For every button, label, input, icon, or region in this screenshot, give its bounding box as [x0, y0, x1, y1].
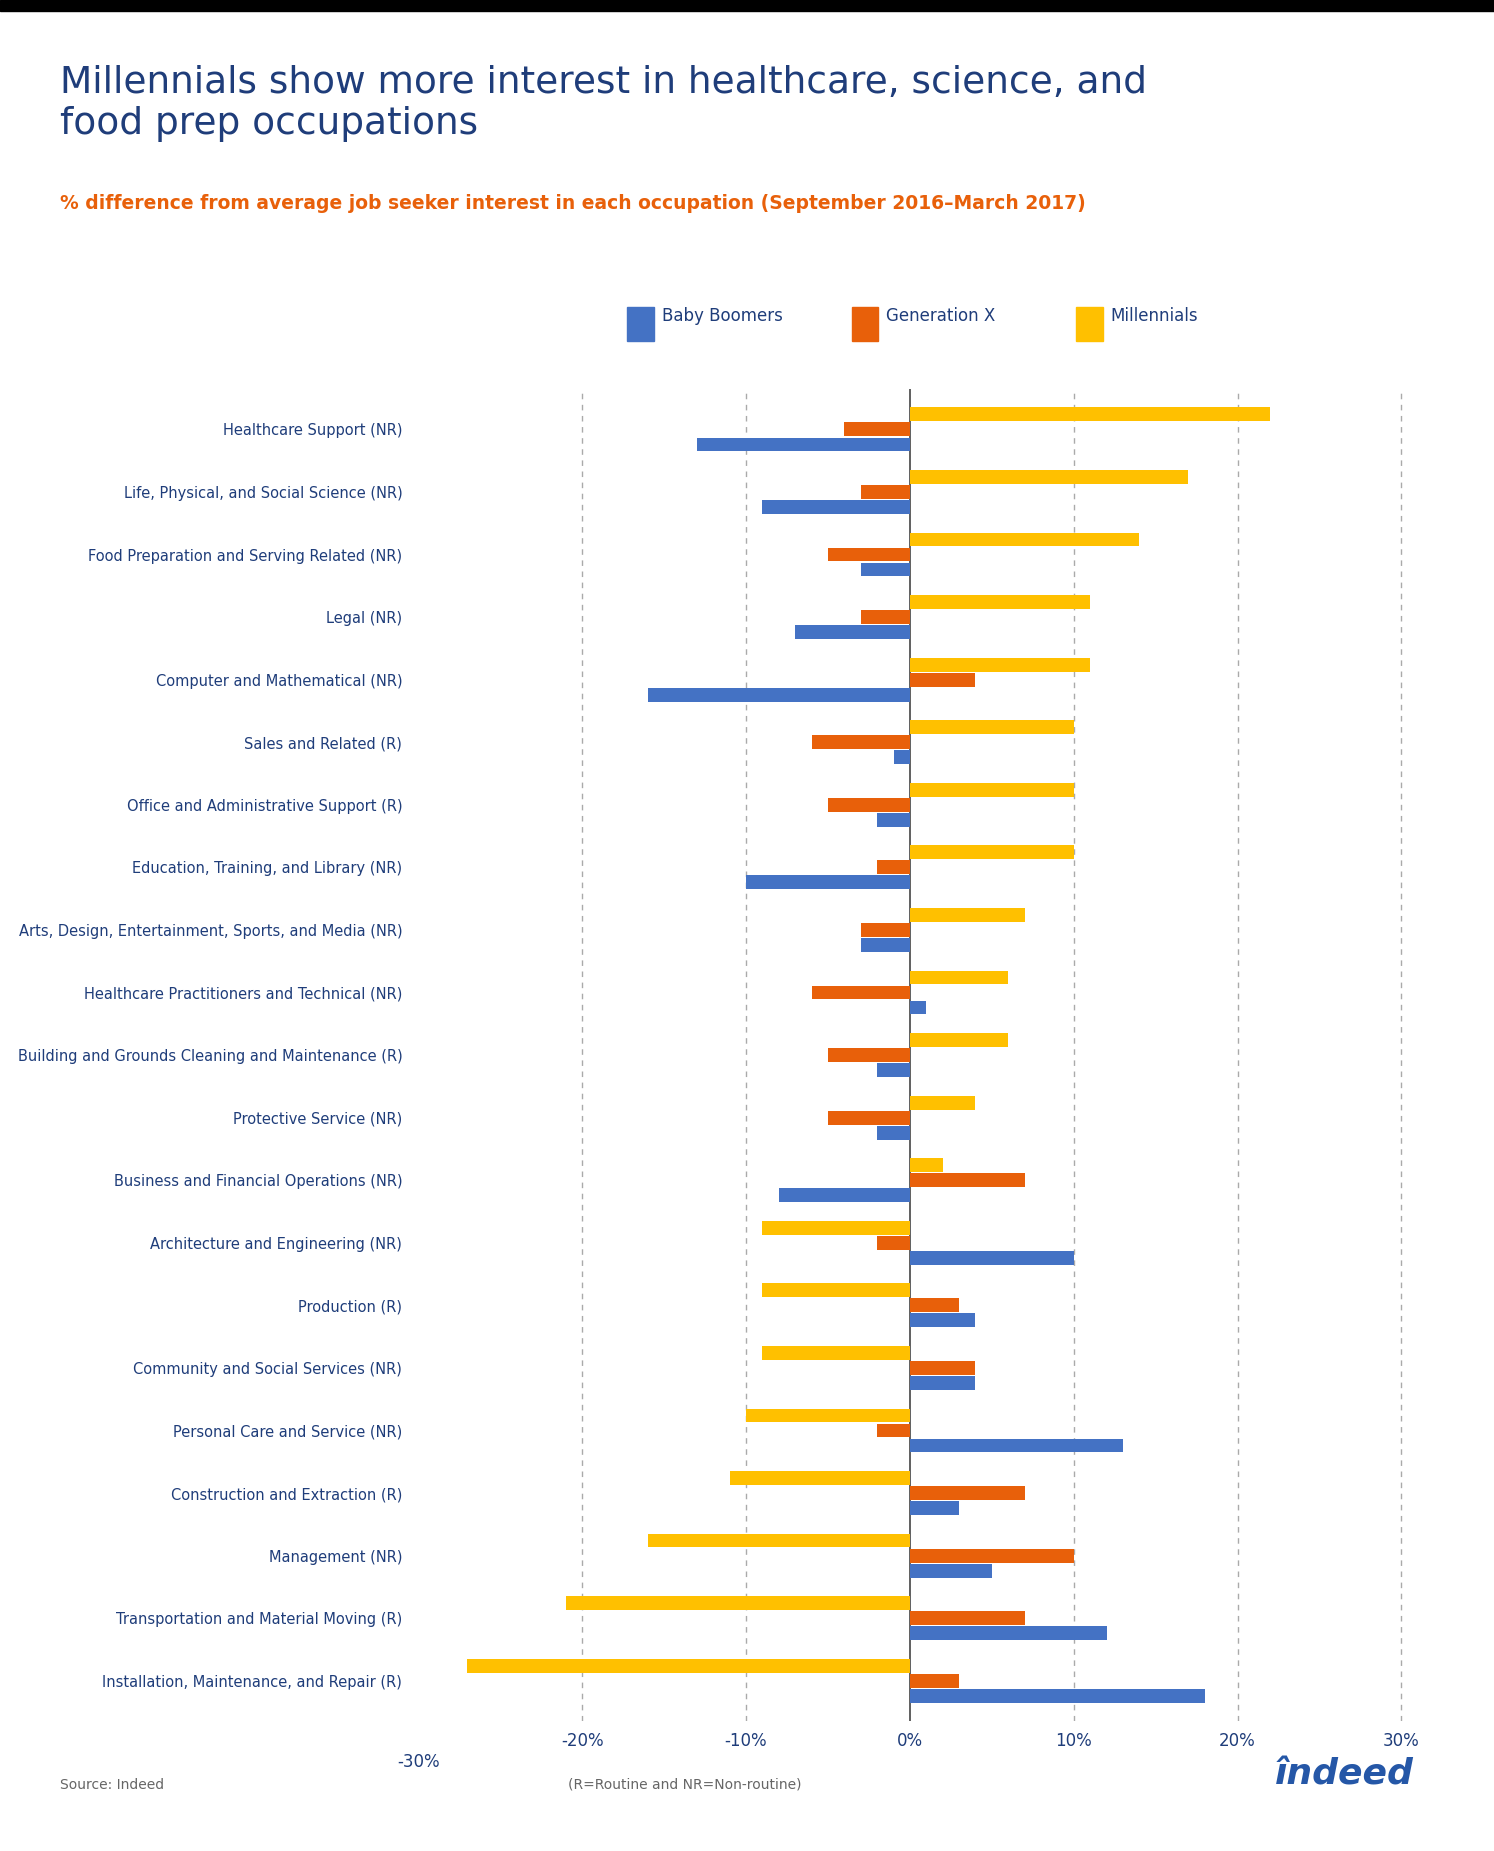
Bar: [861, 611, 910, 624]
Bar: [762, 1346, 910, 1360]
Text: Millennials: Millennials: [1110, 307, 1198, 324]
Bar: [910, 1564, 992, 1577]
Bar: [910, 1673, 959, 1688]
Text: Millennials show more interest in healthcare, science, and
food prep occupations: Millennials show more interest in health…: [60, 65, 1147, 143]
Bar: [844, 422, 910, 437]
Text: Baby Boomers: Baby Boomers: [662, 307, 783, 324]
Bar: [696, 437, 910, 452]
Bar: [910, 970, 1008, 985]
Bar: [877, 1423, 910, 1438]
Bar: [811, 985, 910, 1000]
Bar: [910, 783, 1074, 796]
Bar: [910, 470, 1188, 483]
Bar: [910, 1486, 1025, 1499]
Bar: [828, 798, 910, 813]
Bar: [910, 657, 1091, 672]
Bar: [910, 1627, 1107, 1640]
Bar: [910, 596, 1091, 609]
Bar: [648, 689, 910, 702]
Bar: [893, 750, 910, 764]
Bar: [910, 909, 1025, 922]
Bar: [910, 1159, 943, 1172]
Text: % difference from average job seeker interest in each occupation (September 2016: % difference from average job seeker int…: [60, 194, 1086, 213]
Bar: [861, 563, 910, 576]
Bar: [762, 1283, 910, 1298]
Bar: [861, 938, 910, 951]
Bar: [910, 1612, 1025, 1625]
Bar: [910, 533, 1140, 546]
Bar: [877, 1062, 910, 1077]
Bar: [795, 626, 910, 639]
Bar: [861, 485, 910, 498]
Bar: [910, 1688, 1204, 1703]
Bar: [877, 1236, 910, 1249]
Bar: [811, 735, 910, 750]
Bar: [910, 1438, 1123, 1453]
Bar: [861, 924, 910, 937]
Bar: [778, 1188, 910, 1201]
Bar: [762, 500, 910, 515]
Bar: [746, 876, 910, 888]
Bar: [648, 1534, 910, 1547]
Bar: [762, 1222, 910, 1235]
Text: (R=Routine and NR=Non-routine): (R=Routine and NR=Non-routine): [568, 1777, 801, 1792]
Text: îndeed: îndeed: [1276, 1758, 1413, 1792]
Bar: [729, 1472, 910, 1485]
Bar: [910, 1298, 959, 1312]
Bar: [910, 1174, 1025, 1186]
Bar: [746, 1409, 910, 1422]
Bar: [828, 1048, 910, 1062]
Text: -30%: -30%: [397, 1753, 439, 1771]
Bar: [910, 846, 1074, 859]
Bar: [910, 1251, 1074, 1264]
Bar: [566, 1596, 910, 1610]
Bar: [828, 1111, 910, 1125]
Bar: [910, 1314, 976, 1327]
Bar: [877, 813, 910, 827]
Bar: [910, 1033, 1008, 1048]
Bar: [910, 1360, 976, 1375]
Bar: [910, 672, 976, 687]
Text: Source: Indeed: Source: Indeed: [60, 1777, 164, 1792]
Bar: [910, 1501, 959, 1514]
Bar: [910, 720, 1074, 735]
Bar: [910, 1001, 926, 1014]
Bar: [910, 1096, 976, 1109]
Bar: [910, 1375, 976, 1390]
Bar: [877, 861, 910, 874]
Bar: [828, 548, 910, 561]
Bar: [877, 1125, 910, 1140]
Text: Generation X: Generation X: [886, 307, 995, 324]
Bar: [468, 1658, 910, 1673]
Bar: [910, 407, 1270, 422]
Bar: [910, 1549, 1074, 1562]
